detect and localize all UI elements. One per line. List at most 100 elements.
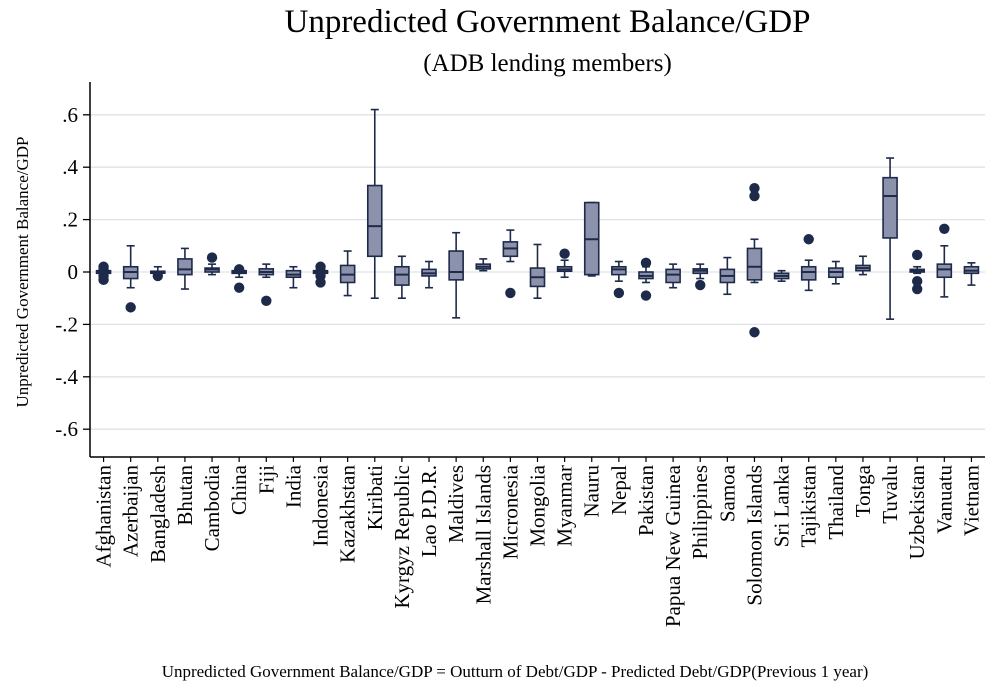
category-label: Marshall Islands — [471, 465, 495, 604]
box-azerbaijan — [122, 245, 139, 313]
outlier-point — [315, 277, 326, 288]
category-label: Vanuatu — [932, 465, 956, 534]
box-china — [231, 264, 247, 293]
y-tick-label: 0 — [68, 260, 79, 284]
category-label: Sri Lanka — [770, 464, 794, 547]
iqr-box — [177, 258, 193, 276]
category-label: Myanmar — [553, 465, 577, 547]
category-label: Kyrgyz Republic — [390, 465, 414, 609]
box-bhutan — [177, 247, 193, 290]
category-label: Tuvalu — [878, 465, 902, 524]
outlier-point — [749, 190, 760, 202]
outlier-point — [233, 264, 245, 275]
outlier-point — [613, 287, 625, 299]
axes: -.6 -.4 -.2 0 .2 .4 .6 — [55, 82, 985, 462]
box-uzbekistan — [909, 249, 925, 295]
iqr-box — [936, 263, 953, 279]
box-marshall-islands — [475, 258, 492, 272]
category-label: Fiji — [254, 465, 278, 494]
box-maldives — [448, 231, 464, 319]
category-label: Mongolia — [526, 464, 550, 546]
outlier-point — [206, 252, 218, 263]
category-label: Pakistan — [634, 465, 658, 537]
category-label: Samoa — [715, 464, 739, 522]
outlier-point — [261, 295, 272, 307]
iqr-box — [611, 265, 627, 276]
outlier-point — [911, 249, 923, 261]
outlier-point — [640, 257, 652, 269]
box-indonesia — [312, 261, 329, 288]
category-label: Thailand — [824, 465, 848, 540]
iqr-box — [366, 184, 383, 258]
outlier-point — [939, 223, 950, 234]
category-label: Bhutan — [173, 465, 197, 526]
chart-note: Unpredicted Government Balance/GDP = Out… — [161, 662, 869, 681]
boxes — [95, 108, 980, 338]
box-vietnam — [963, 262, 980, 286]
iqr-box — [882, 176, 898, 239]
outlier-point — [233, 282, 245, 293]
outlier-point — [152, 270, 164, 282]
y-tick-label: .4 — [62, 155, 78, 179]
chart-subtitle: (ADB lending members) — [423, 50, 672, 77]
outlier-point — [505, 287, 516, 299]
category-label: Tajikistan — [797, 465, 821, 548]
box-cambodia — [204, 252, 220, 276]
box-sri-lanka — [773, 269, 790, 282]
iqr-box — [665, 268, 681, 284]
iqr-box — [800, 265, 817, 281]
outlier-point — [749, 182, 760, 194]
box-micronesia — [502, 229, 519, 299]
category-label: Maldives — [444, 465, 468, 543]
outlier-point — [749, 327, 760, 338]
category-label: Nepal — [607, 465, 631, 515]
category-label: Vietnam — [959, 465, 983, 536]
outlier-point — [98, 274, 109, 286]
box-tajikistan — [800, 234, 817, 292]
box-myanmar — [556, 248, 573, 279]
category-label: Afghanistan — [92, 465, 116, 568]
box-nepal — [611, 260, 627, 299]
box-philippines — [692, 263, 709, 291]
category-label: Micronesia — [498, 464, 522, 559]
chart-title: Unpredicted Government Balance/GDP — [284, 4, 811, 40]
category-label: Philippines — [688, 465, 712, 560]
box-mongolia — [529, 243, 546, 300]
category-label: Indonesia — [309, 464, 333, 546]
box-tonga — [855, 255, 871, 276]
box-pakistan — [638, 257, 654, 301]
box-papua-new-guinea — [665, 263, 681, 289]
outlier-point — [695, 279, 706, 291]
box-afghanistan — [95, 261, 112, 286]
category-label: Solomon Islands — [742, 465, 766, 606]
iqr-box — [746, 247, 763, 281]
category-label: Cambodia — [200, 464, 224, 551]
box-lao-p-d-r- — [421, 260, 437, 289]
box-thailand — [828, 260, 844, 285]
y-tick-label: -.2 — [55, 312, 78, 336]
box-fiji — [258, 263, 275, 307]
category-labels: Afghanistan Azerbaijan Bangladesh Bhutan Cam… — [92, 464, 984, 627]
category-label: Uzbekistan — [905, 465, 929, 560]
box-bangladesh — [150, 265, 166, 282]
y-tick-label: .6 — [62, 103, 78, 127]
box-india — [285, 265, 302, 289]
box-tuvalu — [882, 157, 898, 320]
box-nauru — [583, 201, 600, 277]
category-label: India — [281, 464, 305, 508]
iqr-box — [394, 265, 410, 286]
category-label: Papua New Guinea — [661, 464, 685, 627]
category-label: Nauru — [580, 465, 604, 518]
box-samoa — [719, 256, 736, 296]
outlier-point — [640, 290, 652, 301]
y-tick-label: -.4 — [55, 365, 78, 389]
box-solomon-islands — [746, 182, 763, 338]
category-label: Tonga — [851, 464, 875, 517]
box-kyrgyz-republic — [394, 255, 410, 300]
y-tick-label: -.6 — [55, 417, 78, 441]
outlier-point — [803, 234, 814, 245]
box-vanuatu — [936, 223, 953, 298]
category-label: Bangladesh — [146, 465, 170, 563]
outlier-point — [125, 302, 136, 313]
